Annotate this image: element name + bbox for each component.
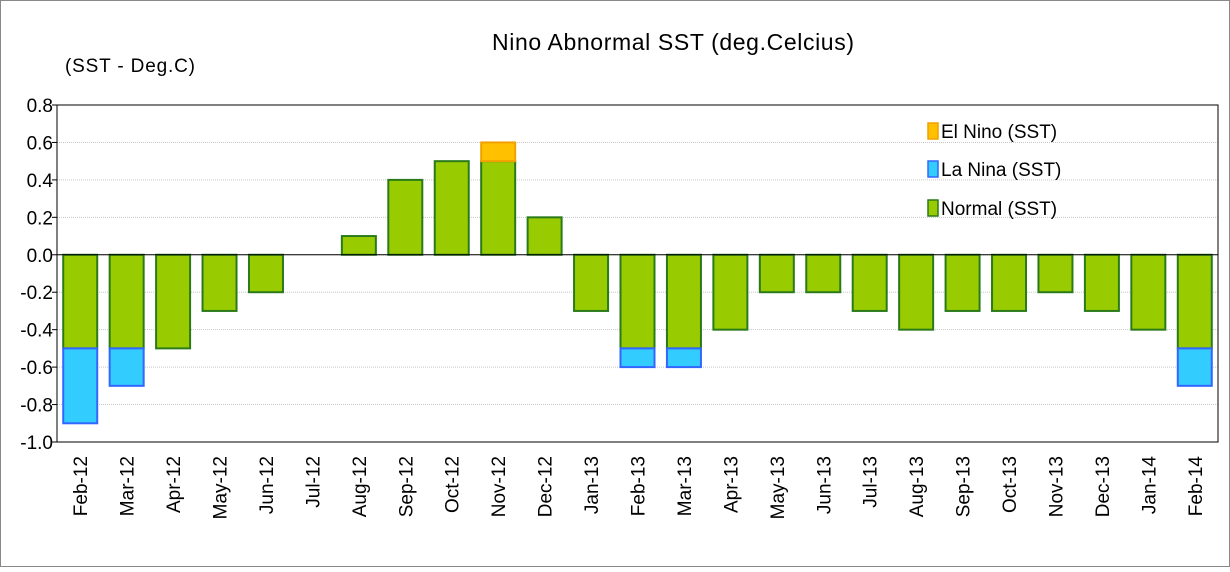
bar: [480, 141, 517, 163]
bar: [665, 253, 702, 350]
x-tick-label: Feb-12: [71, 456, 92, 516]
bar: [201, 253, 238, 312]
bar: [619, 253, 656, 350]
bar: [247, 253, 284, 294]
legend-label: La Nina (SST): [941, 160, 1061, 181]
x-tick-label: Jun-13: [814, 456, 835, 514]
bar: [108, 253, 145, 350]
y-tick-label: 0.6: [27, 133, 53, 154]
bar: [944, 253, 981, 312]
bar: [712, 253, 749, 331]
bar: [340, 235, 377, 256]
y-tick-label: -0.6: [20, 358, 53, 379]
bar: [805, 253, 842, 294]
bar: [62, 253, 99, 350]
y-tick-label: 0.8: [27, 96, 53, 117]
x-tick-label: Dec-13: [1093, 456, 1114, 517]
bar: [758, 253, 795, 294]
bar: [665, 347, 702, 369]
x-tick-label: May-12: [211, 456, 232, 519]
bar: [1176, 347, 1213, 387]
x-tick-label: Mar-12: [118, 456, 139, 516]
legend-label: Normal (SST): [941, 199, 1057, 220]
bar: [991, 253, 1028, 312]
chart-title: Nino Abnormal SST (deg.Celcius): [492, 29, 854, 55]
y-tick-label: -0.2: [20, 283, 53, 304]
y-tick-label: 0.4: [27, 171, 54, 192]
x-tick-label: Jul-12: [303, 456, 324, 508]
x-tick-label: Jan-14: [1139, 456, 1160, 515]
legend-label: El Nino (SST): [941, 122, 1057, 143]
x-tick-label: Aug-12: [350, 456, 371, 517]
bar: [1083, 253, 1120, 312]
bar: [433, 160, 470, 256]
y-tick-label: -1.0: [20, 433, 53, 454]
x-tick-label: Feb-14: [1186, 456, 1207, 517]
x-tick-label: Jan-13: [582, 456, 603, 514]
x-tick-label: Apr-12: [164, 456, 185, 513]
y-tick-label: 0.2: [27, 208, 53, 229]
x-tick-label: Mar-13: [675, 456, 696, 516]
bar: [108, 347, 145, 387]
y-axis-label: (SST - Deg.C): [65, 56, 195, 77]
x-tick-label: Nov-13: [1046, 456, 1067, 517]
y-tick-label: -0.8: [20, 396, 53, 417]
x-tick-label: Jul-13: [861, 456, 882, 508]
x-tick-label: Jun-12: [257, 456, 278, 514]
bar: [573, 253, 610, 312]
x-tick-label: May-13: [768, 456, 789, 519]
x-tick-label: Nov-12: [489, 456, 510, 517]
bar: [62, 347, 99, 425]
legend-swatch: [927, 160, 939, 178]
bar: [1130, 253, 1167, 331]
x-tick-label: Aug-13: [907, 456, 928, 517]
legend-swatch: [927, 199, 939, 217]
x-tick-label: Apr-13: [721, 456, 742, 513]
bar: [526, 216, 563, 256]
bar: [155, 253, 192, 350]
bar: [1037, 253, 1074, 294]
bar: [387, 178, 424, 256]
bar: [1176, 253, 1213, 350]
bar: [851, 253, 888, 312]
x-tick-label: Feb-13: [629, 456, 650, 516]
plot-area: [56, 104, 1219, 443]
bar: [480, 160, 517, 256]
x-tick-label: Oct-12: [443, 456, 464, 513]
x-tick-label: Oct-13: [1000, 456, 1021, 513]
x-tick-label: Sep-13: [954, 456, 975, 517]
bar: [898, 253, 935, 331]
bar: [619, 347, 656, 369]
y-tick-label: 0.0: [27, 246, 53, 267]
x-tick-label: Sep-12: [396, 456, 417, 517]
legend-swatch: [927, 122, 939, 140]
x-tick-label: Dec-12: [536, 456, 557, 517]
y-tick-label: -0.4: [20, 321, 53, 342]
